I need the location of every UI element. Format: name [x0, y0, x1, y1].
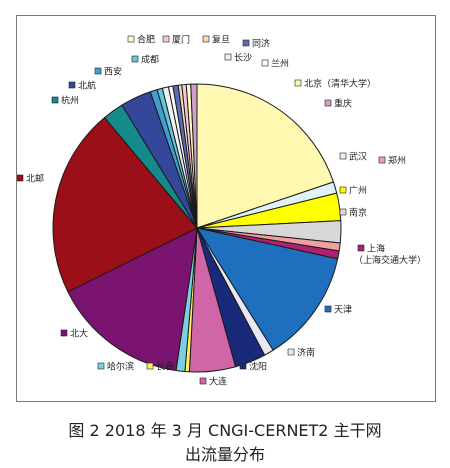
- slice-label-text: 西安: [104, 66, 122, 78]
- slice-color-marker: [68, 81, 76, 89]
- slice-label-text: 哈尔滨: [107, 361, 134, 373]
- figure-caption-line2: 出流量分布: [184, 445, 265, 464]
- slice-label: 兰州: [261, 58, 289, 70]
- slice-color-marker: [94, 67, 102, 75]
- slice-label: 大连: [199, 376, 227, 388]
- slice-color-marker: [324, 99, 332, 107]
- slice-color-marker: [294, 79, 302, 87]
- slice-label: 北邮: [17, 173, 44, 185]
- slice-label-text: 济南: [297, 347, 315, 359]
- pie-slice: [67, 227, 198, 371]
- slice-label-text: 北京（清华大学）: [304, 78, 376, 90]
- slice-color-marker: [60, 329, 68, 337]
- slice-color-marker: [239, 362, 247, 370]
- slice-label-text: 杭州: [61, 95, 79, 107]
- slice-color-marker: [199, 377, 207, 385]
- slice-label-text: 重庆: [334, 98, 352, 110]
- slice-color-marker: [127, 35, 135, 43]
- pie-slice: [196, 227, 339, 351]
- slice-label-text: 郑州: [388, 155, 406, 167]
- slice-label-text: 南京: [349, 207, 367, 219]
- chart-frame: 北京（清华大学） 武汉广州南京 郑州上海 （上海交通大学） 天津济南沈阳大连 长春 哈尔滨 北…: [16, 15, 436, 402]
- slice-color-marker: [131, 55, 139, 63]
- slice-label: 复旦: [202, 34, 230, 46]
- slice-label: 广州: [339, 185, 367, 197]
- slice-label-text: 北航: [78, 80, 96, 92]
- slice-label: 成都: [131, 54, 159, 66]
- slice-label: 北大: [60, 328, 88, 340]
- slice-color-marker: [378, 156, 386, 164]
- slice-label-text: 复旦: [212, 34, 230, 46]
- slice-color-marker: [97, 362, 105, 370]
- slice-label: 同济: [242, 38, 270, 50]
- slice-label-text: 同济: [252, 38, 270, 50]
- pie-slice: [190, 83, 198, 229]
- slice-label: 合肥: [127, 34, 155, 46]
- slice-label: 郑州: [378, 155, 406, 167]
- slice-color-marker: [261, 59, 269, 67]
- slice-color-marker: [146, 362, 154, 370]
- slice-label: 西安: [94, 66, 122, 78]
- slice-color-marker: [287, 348, 295, 356]
- slice-label: 哈尔滨: [97, 361, 134, 373]
- slice-color-marker: [17, 174, 24, 182]
- pie-slice: [52, 117, 198, 293]
- slice-color-marker: [162, 35, 170, 43]
- slice-label: 南京: [339, 207, 367, 219]
- slice-label: 北航: [68, 80, 96, 92]
- slice-label: 上海（上海交通大学）: [354, 243, 426, 267]
- slice-label-text: 兰州: [271, 58, 289, 70]
- slice-label-text: 厦门: [172, 34, 190, 46]
- slice-label-text: 北邮: [26, 173, 44, 185]
- slice-label-text: 长春: [156, 361, 174, 373]
- slice-label-text: 天津: [334, 305, 352, 316]
- slice-label: 重庆: [324, 98, 352, 110]
- slice-label-text: 北大: [70, 328, 88, 340]
- slice-label: 长沙: [224, 52, 252, 64]
- pie-slice: [196, 83, 334, 229]
- slice-label-text: 长沙: [234, 52, 252, 64]
- figure-caption: 图 2 2018 年 3 月 CNGI-CERNET2 主干网: [68, 421, 382, 440]
- slice-color-marker: [339, 208, 347, 216]
- slice-color-marker: [202, 35, 210, 43]
- slice-label: 济南: [287, 347, 315, 359]
- slice-color-marker: [224, 53, 232, 61]
- slice-color-marker: [242, 39, 250, 47]
- slice-label: 天津: [324, 305, 352, 316]
- slice-label-text: 合肥: [137, 34, 155, 46]
- slice-label-text: 大连: [209, 376, 227, 388]
- slice-label: 厦门: [162, 34, 190, 46]
- slice-label-text: 武汉: [349, 151, 367, 163]
- slice-color-marker: [339, 152, 347, 160]
- slice-label: 杭州: [51, 95, 79, 107]
- slice-color-marker: [339, 186, 347, 194]
- slice-label: 北京（清华大学）: [294, 78, 376, 90]
- slice-sublabel-text: （上海交通大学）: [354, 254, 426, 266]
- slice-label-text: 广州: [349, 185, 367, 197]
- slice-color-marker: [324, 305, 332, 313]
- slice-color-marker: [51, 96, 59, 104]
- slice-color-marker: [357, 244, 365, 252]
- slice-label-text: 上海: [367, 243, 385, 255]
- slice-label-text: 沈阳: [249, 361, 267, 373]
- slice-label: 沈阳: [239, 361, 267, 373]
- slice-label: 武汉: [339, 151, 367, 163]
- slice-label-text: 成都: [141, 54, 159, 66]
- slice-label: 长春: [146, 361, 174, 373]
